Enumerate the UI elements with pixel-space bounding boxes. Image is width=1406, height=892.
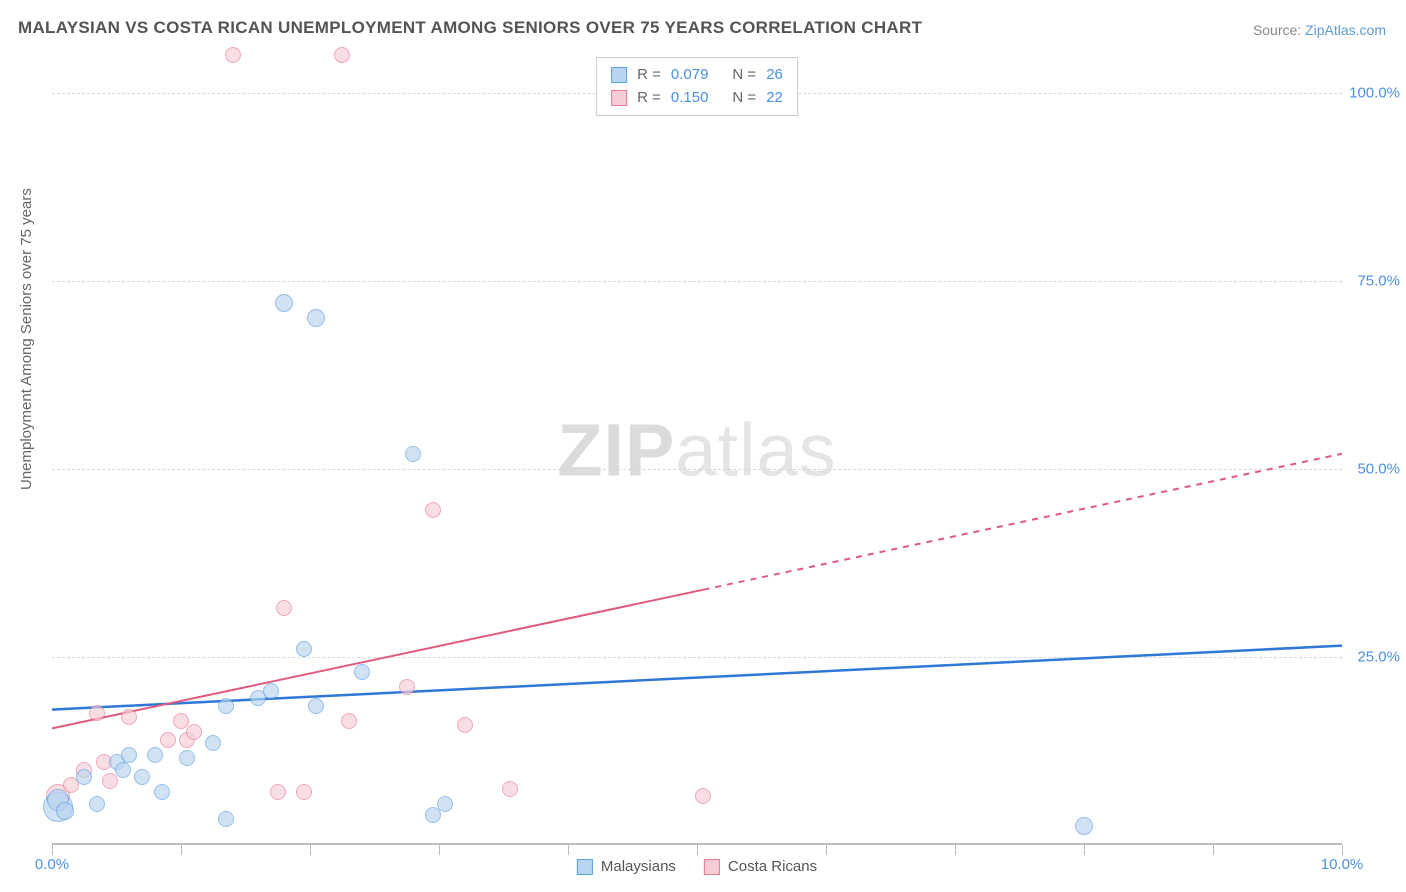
x-tick [1213,845,1214,855]
data-point [89,796,105,812]
legend-swatch [704,859,720,875]
data-point [425,502,441,518]
data-point [179,750,195,766]
data-point [270,784,286,800]
data-point [218,811,234,827]
x-tick [568,845,569,855]
data-point [263,683,279,699]
n-label: N = [732,87,756,110]
data-point [276,600,292,616]
r-value: 0.150 [671,87,709,110]
watermark-atlas: atlas [675,409,836,492]
r-label: R = [637,64,661,87]
data-point [502,781,518,797]
y-tick-label: 25.0% [1357,648,1400,665]
data-point [154,784,170,800]
source-prefix: Source: [1253,22,1305,38]
x-tick [181,845,182,855]
chart-title: MALAYSIAN VS COSTA RICAN UNEMPLOYMENT AM… [18,18,922,38]
data-point [307,309,325,327]
data-point [341,713,357,729]
legend-label: Malaysians [601,858,676,875]
y-tick-label: 100.0% [1349,84,1400,101]
data-point [225,47,241,63]
y-tick-label: 75.0% [1357,272,1400,289]
trend-line-solid [52,590,703,729]
data-point [1075,817,1093,835]
data-point [405,446,421,462]
x-tick [955,845,956,855]
x-tick [439,845,440,855]
y-axis-label: Unemployment Among Seniors over 75 years [18,188,35,490]
grid-line-h [52,469,1342,470]
grid-line-h [52,657,1342,658]
n-value: 26 [766,64,783,87]
legend-label: Costa Ricans [728,858,817,875]
data-point [296,784,312,800]
data-point [186,724,202,740]
data-point [134,769,150,785]
legend-item: Malaysians [577,858,676,875]
x-tick-label: 0.0% [35,856,69,873]
data-point [102,773,118,789]
data-point [205,735,221,751]
x-tick [826,845,827,855]
r-value: 0.079 [671,64,709,87]
stats-box: R = 0.079 N = 26 R = 0.150 N = 22 [596,57,798,116]
x-tick-label: 10.0% [1321,856,1364,873]
legend-swatch [577,859,593,875]
n-value: 22 [766,87,783,110]
x-tick [52,845,53,855]
data-point [121,709,137,725]
trend-lines [52,55,1342,845]
x-tick [1084,845,1085,855]
data-point [56,802,74,820]
series-swatch [611,90,627,106]
data-point [275,294,293,312]
watermark: ZIPatlas [557,408,836,493]
chart-container: MALAYSIAN VS COSTA RICAN UNEMPLOYMENT AM… [0,0,1406,892]
data-point [457,717,473,733]
source-attribution: Source: ZipAtlas.com [1253,22,1386,38]
data-point [147,747,163,763]
data-point [296,641,312,657]
trend-line-dashed [703,454,1342,590]
stats-row: R = 0.150 N = 22 [611,87,783,110]
data-point [308,698,324,714]
x-tick [697,845,698,855]
data-point [89,705,105,721]
r-label: R = [637,87,661,110]
data-point [115,762,131,778]
series-swatch [611,67,627,83]
x-tick [310,845,311,855]
data-point [399,679,415,695]
data-point [76,769,92,785]
data-point [334,47,350,63]
source-link[interactable]: ZipAtlas.com [1305,22,1386,38]
x-tick [1342,845,1343,855]
data-point [160,732,176,748]
plot-area: ZIPatlas 0.0%10.0% 25.0%50.0%75.0%100.0%… [52,55,1342,845]
legend-item: Costa Ricans [704,858,817,875]
trend-line-solid [52,646,1342,710]
data-point [695,788,711,804]
grid-line-h [52,281,1342,282]
n-label: N = [732,64,756,87]
y-tick-label: 50.0% [1357,460,1400,477]
legend: Malaysians Costa Ricans [577,858,817,875]
data-point [425,807,441,823]
data-point [121,747,137,763]
watermark-zip: ZIP [557,409,675,492]
stats-row: R = 0.079 N = 26 [611,64,783,87]
data-point [354,664,370,680]
data-point [218,698,234,714]
data-point [437,796,453,812]
